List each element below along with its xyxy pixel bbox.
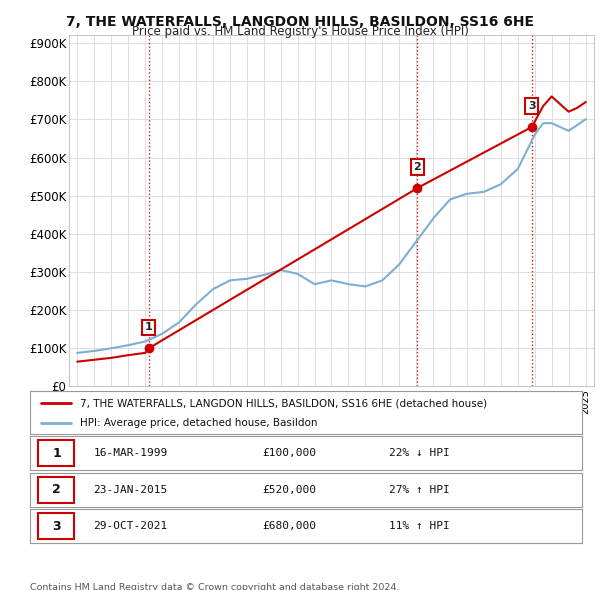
FancyBboxPatch shape: [38, 440, 74, 466]
Text: 16-MAR-1999: 16-MAR-1999: [94, 448, 168, 458]
Text: 27% ↑ HPI: 27% ↑ HPI: [389, 485, 449, 494]
Text: 23-JAN-2015: 23-JAN-2015: [94, 485, 168, 494]
Text: 22% ↓ HPI: 22% ↓ HPI: [389, 448, 449, 458]
Text: 3: 3: [52, 520, 61, 533]
FancyBboxPatch shape: [38, 513, 74, 539]
FancyBboxPatch shape: [38, 477, 74, 503]
Text: £680,000: £680,000: [262, 522, 316, 531]
Text: Price paid vs. HM Land Registry's House Price Index (HPI): Price paid vs. HM Land Registry's House …: [131, 25, 469, 38]
Text: 1: 1: [52, 447, 61, 460]
Text: 7, THE WATERFALLS, LANGDON HILLS, BASILDON, SS16 6HE (detached house): 7, THE WATERFALLS, LANGDON HILLS, BASILD…: [80, 398, 487, 408]
Text: 29-OCT-2021: 29-OCT-2021: [94, 522, 168, 531]
Text: 2: 2: [413, 162, 421, 172]
Text: 3: 3: [528, 101, 536, 111]
Text: 1: 1: [145, 322, 152, 332]
Text: 7, THE WATERFALLS, LANGDON HILLS, BASILDON, SS16 6HE: 7, THE WATERFALLS, LANGDON HILLS, BASILD…: [66, 15, 534, 29]
Text: Contains HM Land Registry data © Crown copyright and database right 2024.
This d: Contains HM Land Registry data © Crown c…: [30, 583, 400, 590]
Text: 2: 2: [52, 483, 61, 496]
Text: HPI: Average price, detached house, Basildon: HPI: Average price, detached house, Basi…: [80, 418, 317, 428]
Text: 11% ↑ HPI: 11% ↑ HPI: [389, 522, 449, 531]
Text: £100,000: £100,000: [262, 448, 316, 458]
Text: £520,000: £520,000: [262, 485, 316, 494]
